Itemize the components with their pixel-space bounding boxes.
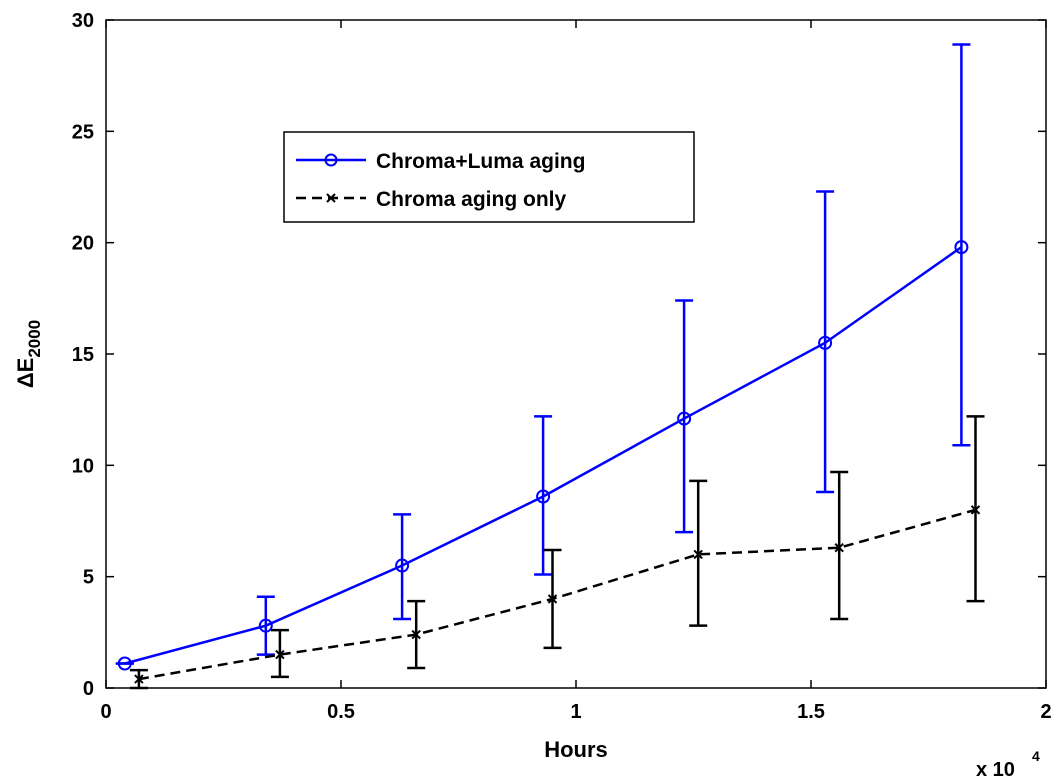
data-point [954,240,969,255]
svg-text:ΔE2000: ΔE2000 [13,320,44,388]
data-point [134,674,144,684]
data-point [834,543,844,553]
series-line [124,246,963,665]
data-point [818,335,833,350]
y-tick-label: 20 [72,233,94,255]
data-point [275,649,285,660]
y-axis-label-subscript: 2000 [25,320,44,358]
y-tick-label: 15 [72,344,94,366]
y-tick-label: 10 [72,455,94,477]
data-point [395,558,410,573]
legend-label-chroma-only: Chroma aging only [376,188,567,211]
data-point [411,629,421,640]
data-point [547,594,558,604]
series-0 [115,43,971,671]
data-point [536,489,551,504]
data-point [677,411,692,426]
legend-label-chroma-luma: Chroma+Luma aging [376,150,585,173]
x-tick-label: 1.5 [797,701,825,723]
legend-box [283,131,695,223]
data-point [693,549,703,560]
x-axis-label: Hours [544,737,608,762]
x-tick-label: 1 [570,701,581,723]
y-tick-label: 30 [72,10,94,32]
legend-marker-chroma-only [326,193,336,203]
x-tick-label: 2 [1040,701,1051,723]
y-tick-label: 0 [83,678,94,700]
series-1 [129,415,985,690]
y-tick-label: 25 [72,121,94,143]
y-axis-label-main: ΔE [13,358,38,389]
data-point [970,505,981,515]
legend: Chroma+Luma aging Chroma aging only [283,131,695,223]
data-point [117,656,132,671]
y-axis-label: ΔE2000 [13,320,44,388]
legend-marker-chroma-luma [324,153,338,167]
x-axis-multiplier: x 10 [976,759,1015,781]
x-axis-multiplier-exponent: 4 [1032,748,1040,764]
x-tick-label: 0 [100,701,111,723]
data-point [258,618,273,633]
x-tick-label: 0.5 [327,701,355,723]
series-layer [115,43,985,690]
plot-area [105,19,1047,689]
y-tick-label: 5 [83,567,94,589]
